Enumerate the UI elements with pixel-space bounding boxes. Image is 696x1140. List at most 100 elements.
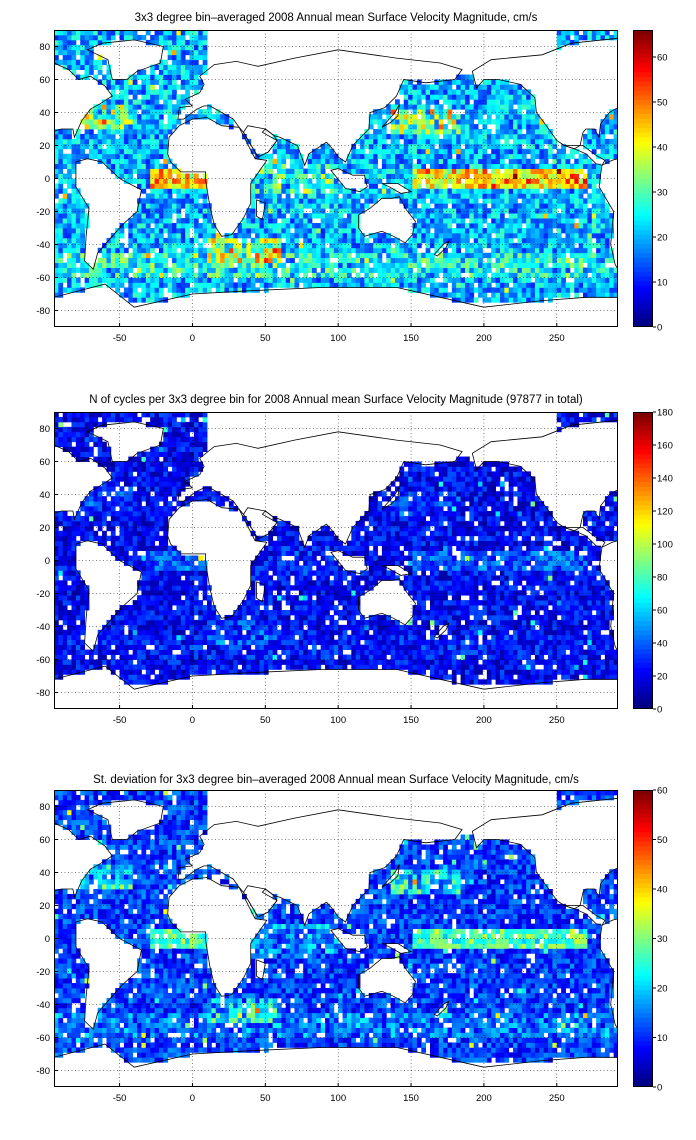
colorbar-step: [633, 141, 653, 147]
bin-cell: [316, 213, 322, 219]
bin-cell: [486, 287, 492, 293]
bin-cell: [351, 143, 357, 150]
bin-cell: [491, 228, 496, 234]
bin-cell: [145, 79, 151, 85]
bin-cell: [110, 168, 116, 174]
bin-cell: [106, 456, 112, 462]
bin-cell: [281, 143, 287, 150]
bin-cell: [110, 412, 116, 418]
bin-cell: [565, 203, 571, 209]
bin-cell: [373, 163, 378, 169]
bin-cell: [416, 223, 422, 229]
bin-cell: [132, 535, 138, 542]
bin-cell: [430, 252, 435, 259]
bin-cell: [97, 634, 103, 641]
bin-cell: [460, 138, 466, 145]
bin-cell: [548, 138, 553, 145]
bin-cell: [167, 54, 173, 61]
bin-cell: [71, 421, 77, 428]
bin-cell: [320, 173, 326, 179]
bin-cell: [469, 262, 475, 268]
bin-cell: [565, 267, 571, 273]
bin-cell: [478, 213, 483, 219]
bin-cell: [451, 213, 457, 219]
bin-cell: [438, 104, 444, 110]
bin-cell: [499, 262, 505, 268]
bin-cell: [303, 223, 308, 229]
bin-cell: [395, 158, 400, 165]
bin-cell: [443, 272, 448, 278]
bin-cell: [504, 99, 510, 105]
bin-cell: [237, 267, 243, 273]
bin-cell: [93, 133, 99, 140]
bin-cell: [430, 257, 435, 264]
bin-cell: [403, 203, 409, 209]
bin-cell: [482, 297, 488, 303]
bin-cell: [574, 148, 580, 155]
bin-cell: [395, 163, 400, 169]
bin-cell: [119, 476, 125, 482]
bin-cell: [329, 232, 335, 239]
bin-cell: [180, 54, 186, 61]
bin-cell: [513, 124, 518, 130]
bin-cell: [263, 277, 269, 283]
bin-cell: [320, 193, 326, 199]
bin-cell: [128, 163, 134, 169]
bin-cell: [154, 262, 160, 268]
bin-cell: [377, 153, 383, 160]
coastline: [381, 183, 413, 194]
bin-cell: [294, 178, 300, 184]
bin-cell: [259, 242, 265, 249]
bin-cell: [128, 287, 134, 293]
bin-cell: [390, 158, 396, 165]
bin-cell: [530, 272, 536, 278]
bin-cell: [119, 109, 125, 115]
bin-cell: [613, 277, 618, 283]
bin-cell: [360, 203, 365, 209]
bin-cell: [263, 247, 269, 254]
bin-cell: [268, 272, 273, 278]
bin-cell: [137, 74, 142, 80]
bin-cell: [403, 153, 409, 160]
bin-cell: [123, 257, 129, 264]
bin-cell: [62, 129, 68, 135]
bin-cell: [434, 133, 440, 140]
bin-cell: [346, 153, 352, 160]
bin-cell: [290, 208, 295, 214]
bin-cell: [403, 129, 409, 135]
bin-cell: [97, 511, 103, 517]
bin-cell: [469, 218, 475, 224]
bin-cell: [128, 664, 134, 670]
bin-cell: [381, 119, 387, 125]
bin-cell: [185, 218, 190, 224]
bin-cell: [115, 644, 120, 650]
colorbar-step: [633, 322, 653, 327]
bin-cell: [281, 282, 287, 288]
bin-cell: [80, 74, 85, 80]
bin-cell: [128, 610, 134, 616]
bin-cell: [84, 496, 90, 502]
bin-cell: [172, 198, 177, 204]
bin-cell: [469, 138, 475, 145]
bin-cell: [132, 629, 138, 636]
bin-cell: [495, 287, 501, 293]
bin-cell: [71, 262, 77, 268]
bin-cell: [534, 277, 540, 283]
bin-cell: [517, 173, 523, 179]
bin-cell: [355, 277, 361, 283]
bin-cell: [128, 119, 134, 125]
bin-cell: [368, 168, 374, 174]
bin-cell: [272, 272, 278, 278]
bin-cell: [587, 34, 593, 41]
bin-cell: [504, 79, 510, 85]
bin-cell: [548, 183, 553, 189]
bin-cell: [141, 272, 147, 278]
bin-cell: [97, 54, 103, 61]
bin-cell: [578, 242, 584, 249]
bin-cell: [460, 119, 466, 125]
bin-cell: [456, 228, 461, 234]
bin-cell: [443, 79, 448, 85]
bin-cell: [469, 129, 475, 135]
bin-cell: [403, 109, 409, 115]
bin-cell: [526, 297, 531, 303]
